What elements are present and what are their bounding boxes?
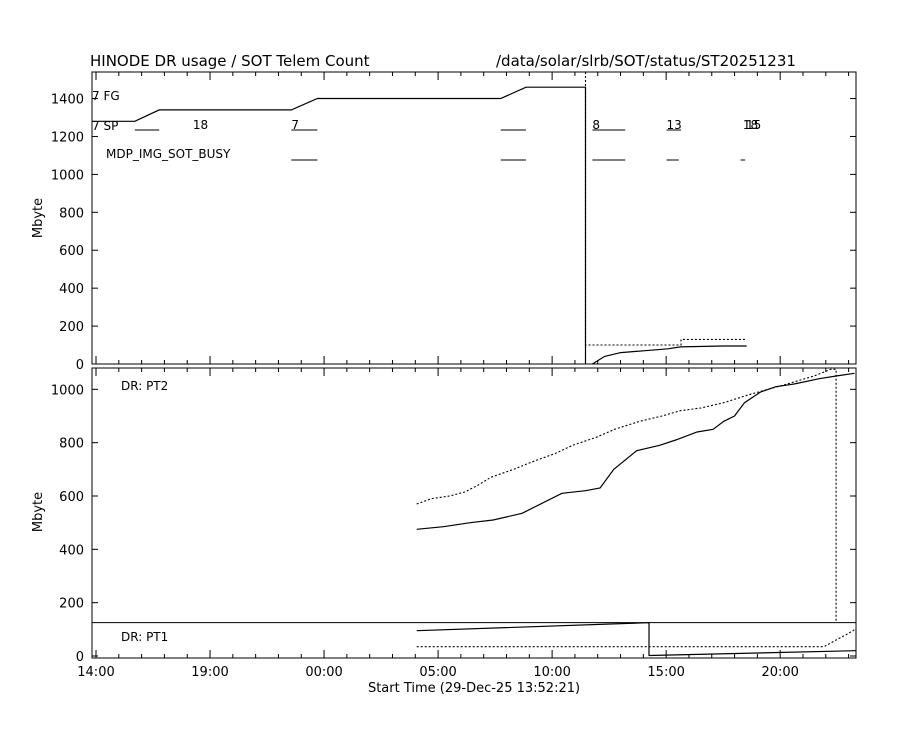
x-axis-label: Start Time (29-Dec-25 13:52:21) (368, 681, 580, 696)
busy-label: MDP_IMG_SOT_BUSY (106, 147, 231, 161)
sp-count-label: 13 (667, 118, 682, 132)
y-tick-label: 1000 (51, 168, 84, 183)
y-tick-label: 800 (59, 437, 84, 452)
fg-label: 7 FG (92, 89, 120, 103)
y-tick-label: 800 (59, 206, 84, 221)
x-tick-label: 19:00 (191, 665, 228, 680)
y-tick-label: 200 (59, 320, 84, 335)
y-tick-label: 0 (76, 650, 84, 665)
y-tick-label: 600 (59, 490, 84, 505)
bottom-series-3 (416, 628, 856, 648)
sp-count-label: 18 (193, 118, 208, 132)
sp-label: 7 SP (92, 119, 118, 133)
top-series-2 (584, 72, 747, 346)
y-tick-label: 600 (59, 244, 84, 259)
bottom-series-0 (416, 372, 855, 530)
x-tick-label: 14:00 (77, 665, 114, 680)
top-series-1 (592, 345, 747, 365)
x-tick-label: 00:00 (305, 665, 342, 680)
sp-count-label: 7 (291, 118, 299, 132)
bottom-y-axis-label: Mbyte (31, 492, 46, 532)
top-y-axis: 1400 1200 1000 800 600 400 200 0 (51, 93, 856, 373)
sp-count-label: 8 (592, 118, 600, 132)
y-tick-label: 1200 (51, 130, 84, 145)
y-tick-label: 200 (59, 597, 84, 612)
pt1-label: DR: PT1 (121, 630, 168, 644)
y-tick-label: 1400 (51, 93, 84, 108)
top-y-axis-label: Mbyte (31, 198, 46, 238)
y-tick-label: 400 (59, 282, 84, 297)
sp-count-label: 18 (743, 118, 758, 132)
x-tick-label: 20:00 (761, 665, 798, 680)
bottom-series-1 (416, 368, 837, 623)
x-tick-label: 15:00 (647, 665, 684, 680)
y-tick-label: 0 (76, 358, 84, 373)
chart-title: HINODE DR usage / SOT Telem Count (90, 52, 370, 70)
status-file-path: /data/solar/slrb/SOT/status/ST20251231 (496, 52, 796, 70)
bottom-panel-frame (91, 367, 857, 659)
x-tick-label: 05:00 (419, 665, 456, 680)
top-panel-frame (91, 71, 857, 365)
bottom-plot-area (92, 368, 857, 657)
top-series-0 (92, 86, 587, 364)
bottom-y-axis: 1000 800 600 400 200 0 (51, 383, 856, 665)
y-tick-label: 400 (59, 543, 84, 558)
y-tick-label: 1000 (51, 383, 84, 398)
sp-count-label: 15 (746, 118, 761, 132)
x-axis: 14:00 19:00 00:00 05:00 10:00 15:00 20:00 (77, 72, 850, 680)
bottom-series-4 (648, 650, 857, 657)
bottom-series-2 (416, 622, 650, 656)
pt2-label: DR: PT2 (121, 379, 168, 393)
x-tick-label: 10:00 (533, 665, 570, 680)
